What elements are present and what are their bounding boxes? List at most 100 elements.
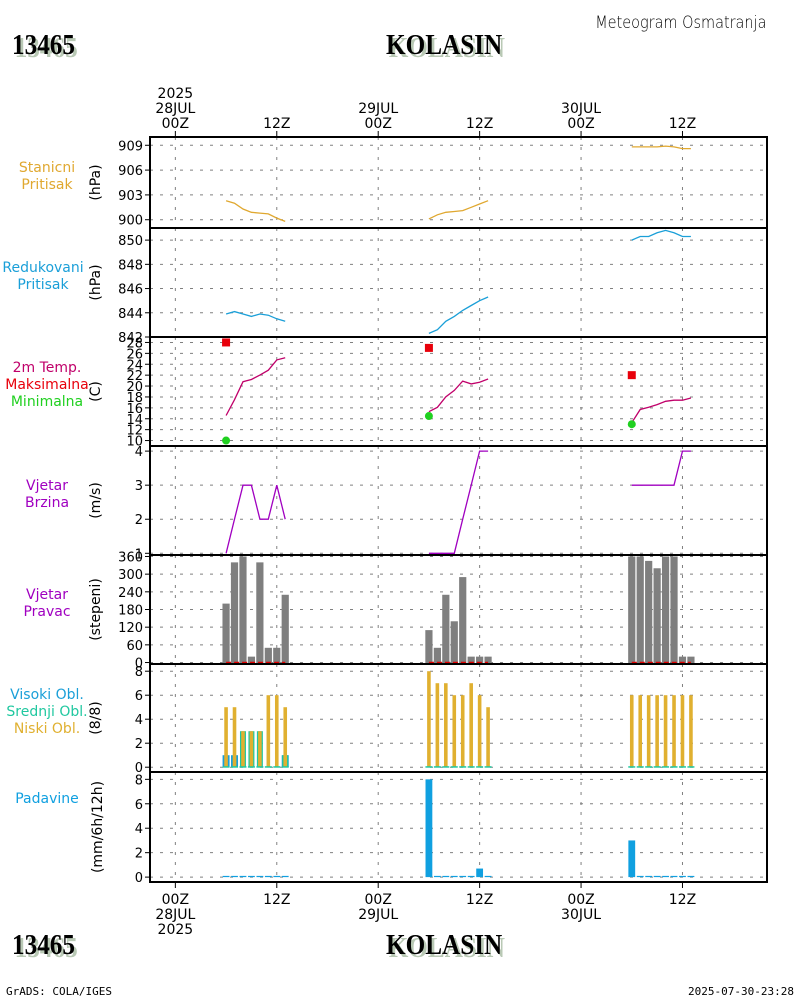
station-id-top: 13465: [12, 30, 75, 61]
chart-frame: [149, 136, 768, 883]
cloud-zero-mark: [459, 766, 467, 768]
precipitation-bar: [450, 875, 458, 878]
y-tick-label: 26: [126, 347, 143, 362]
y-tick-label: 900: [118, 214, 143, 229]
precipitation-bar: [281, 875, 289, 878]
wind-direction-bar: [247, 656, 256, 664]
x-tick-label-top: 28JUL: [155, 101, 195, 117]
y-tick-label: 180: [118, 604, 143, 619]
wind-direction-bar: [687, 656, 695, 664]
cloud-zero-mark: [628, 766, 636, 768]
panel-label-wind_speed: Vjetar Brzina: [0, 478, 102, 512]
x-tick-label-top: 00Z: [567, 116, 594, 132]
tmax-marker: [627, 371, 636, 380]
wind-direction-bar: [653, 568, 661, 664]
y-tick-label: 240: [118, 586, 143, 601]
y-tick-label: 120: [118, 621, 143, 636]
cloud-zero-mark: [467, 766, 475, 768]
x-tick-label-bottom: 30JUL: [561, 907, 601, 923]
y-tick-label: 10: [126, 435, 143, 450]
y-tick-label: 4: [135, 822, 143, 837]
panel-frame: [149, 227, 768, 338]
panel-label-line: Pravac: [23, 603, 71, 620]
temperature-line: [631, 397, 692, 423]
wind-direction-bar: [467, 656, 475, 664]
x-tick-label-bottom: 12Z: [466, 892, 493, 908]
panel-label-temperature: 2m Temp. Maksimalna Minimalna: [0, 360, 102, 411]
cloud-zero-mark: [247, 766, 255, 768]
precipitation-bar: [425, 779, 433, 878]
cloud-low-bar: [274, 695, 279, 768]
wind_speed-line: [428, 450, 489, 554]
wind-direction-bar: [273, 647, 281, 664]
cloud-low-bar: [444, 683, 448, 768]
precipitation-bar: [679, 875, 686, 878]
panel-label-station_pressure: Stanicni Pritisak: [0, 160, 102, 194]
panel-label-reduced_pressure: Redukovani Pritisak: [0, 260, 98, 294]
cloud-zero-mark: [264, 766, 272, 768]
y-tick-label: 4: [135, 713, 143, 728]
y-tick-label: 6: [135, 798, 143, 813]
precipitation-bar: [662, 875, 669, 878]
x-tick-label-bottom: 00Z: [365, 892, 392, 908]
cloud-low-bar: [663, 695, 668, 768]
tmax-marker: [222, 338, 231, 347]
cloud-zero-mark: [687, 766, 695, 768]
precipitation-bar: [264, 875, 272, 878]
wind-direction-bar: [484, 656, 492, 664]
x-tick-label-bottom: 2025: [158, 922, 194, 938]
panel-label-line: Brzina: [24, 494, 70, 511]
cloud-zero-mark: [273, 766, 281, 768]
cloud-low-bar: [224, 707, 228, 768]
cloud-zero-mark: [425, 766, 433, 768]
x-tick-label-bottom: 12Z: [263, 892, 290, 908]
cloud-low-bar: [638, 695, 643, 768]
precipitation-bar: [239, 875, 247, 878]
precipitation-bar: [484, 875, 492, 878]
station_pressure-line: [225, 200, 286, 223]
panel-label-line: Maksimalna: [5, 377, 89, 393]
y-tick-label: 3: [135, 479, 143, 494]
reduced_pressure-line: [225, 310, 286, 322]
generation-timestamp: 2025-07-30-23:28: [688, 985, 794, 998]
y-tick-label: 8: [135, 665, 143, 680]
wind-direction-bar: [222, 603, 230, 664]
y-axis-label: (m/s): [88, 482, 104, 519]
y-tick-label: 360: [118, 550, 143, 565]
y-tick-label: 0: [135, 657, 143, 672]
cloud-low-bar: [452, 695, 457, 768]
precipitation-bar: [645, 875, 653, 878]
tick-layer: 900903906909(hPa)842844846848850(hPa)101…: [88, 86, 696, 938]
cloud-low-bar: [283, 707, 288, 768]
panel-label-line: Minimalna: [10, 394, 84, 410]
panel-label-line: Stanicni: [18, 159, 76, 176]
cloud-zero-mark: [281, 766, 289, 768]
y-tick-label: 60: [126, 639, 143, 654]
panel-label-wind_direction: Vjetar Pravac: [0, 587, 102, 621]
reduced_pressure-line: [428, 296, 489, 334]
precipitation-bar: [459, 875, 467, 878]
wind-direction-bar: [636, 556, 644, 664]
wind-direction-bar: [645, 560, 653, 664]
cloud-low-bar: [629, 695, 634, 768]
panel-label-clouds: Visoki Obl. Srednji Obl. Niski Obl.: [0, 687, 102, 738]
station_pressure-line: [631, 145, 691, 150]
panel-label-line: 2m Temp.: [12, 360, 82, 376]
wind-direction-bar: [256, 562, 264, 664]
wind-direction-bar: [425, 630, 433, 664]
cloud-zero-mark: [433, 766, 441, 768]
wind-direction-bar: [459, 577, 467, 664]
tmin-marker: [424, 412, 433, 421]
x-tick-label-top: 00Z: [365, 116, 392, 132]
precipitation-bar: [442, 875, 450, 878]
cloud-low-bar: [486, 707, 490, 768]
y-tick-label: 6: [135, 689, 143, 704]
precipitation-bar: [248, 875, 255, 878]
temperature-line: [428, 378, 489, 413]
y-tick-label: 12: [126, 424, 143, 439]
cloud-low-bar: [655, 695, 659, 768]
station-id-bottom: 13465: [12, 930, 75, 961]
y-axis-label: (C): [88, 381, 104, 402]
y-tick-label: 0: [135, 761, 143, 776]
cloud-zero-mark: [653, 766, 661, 768]
